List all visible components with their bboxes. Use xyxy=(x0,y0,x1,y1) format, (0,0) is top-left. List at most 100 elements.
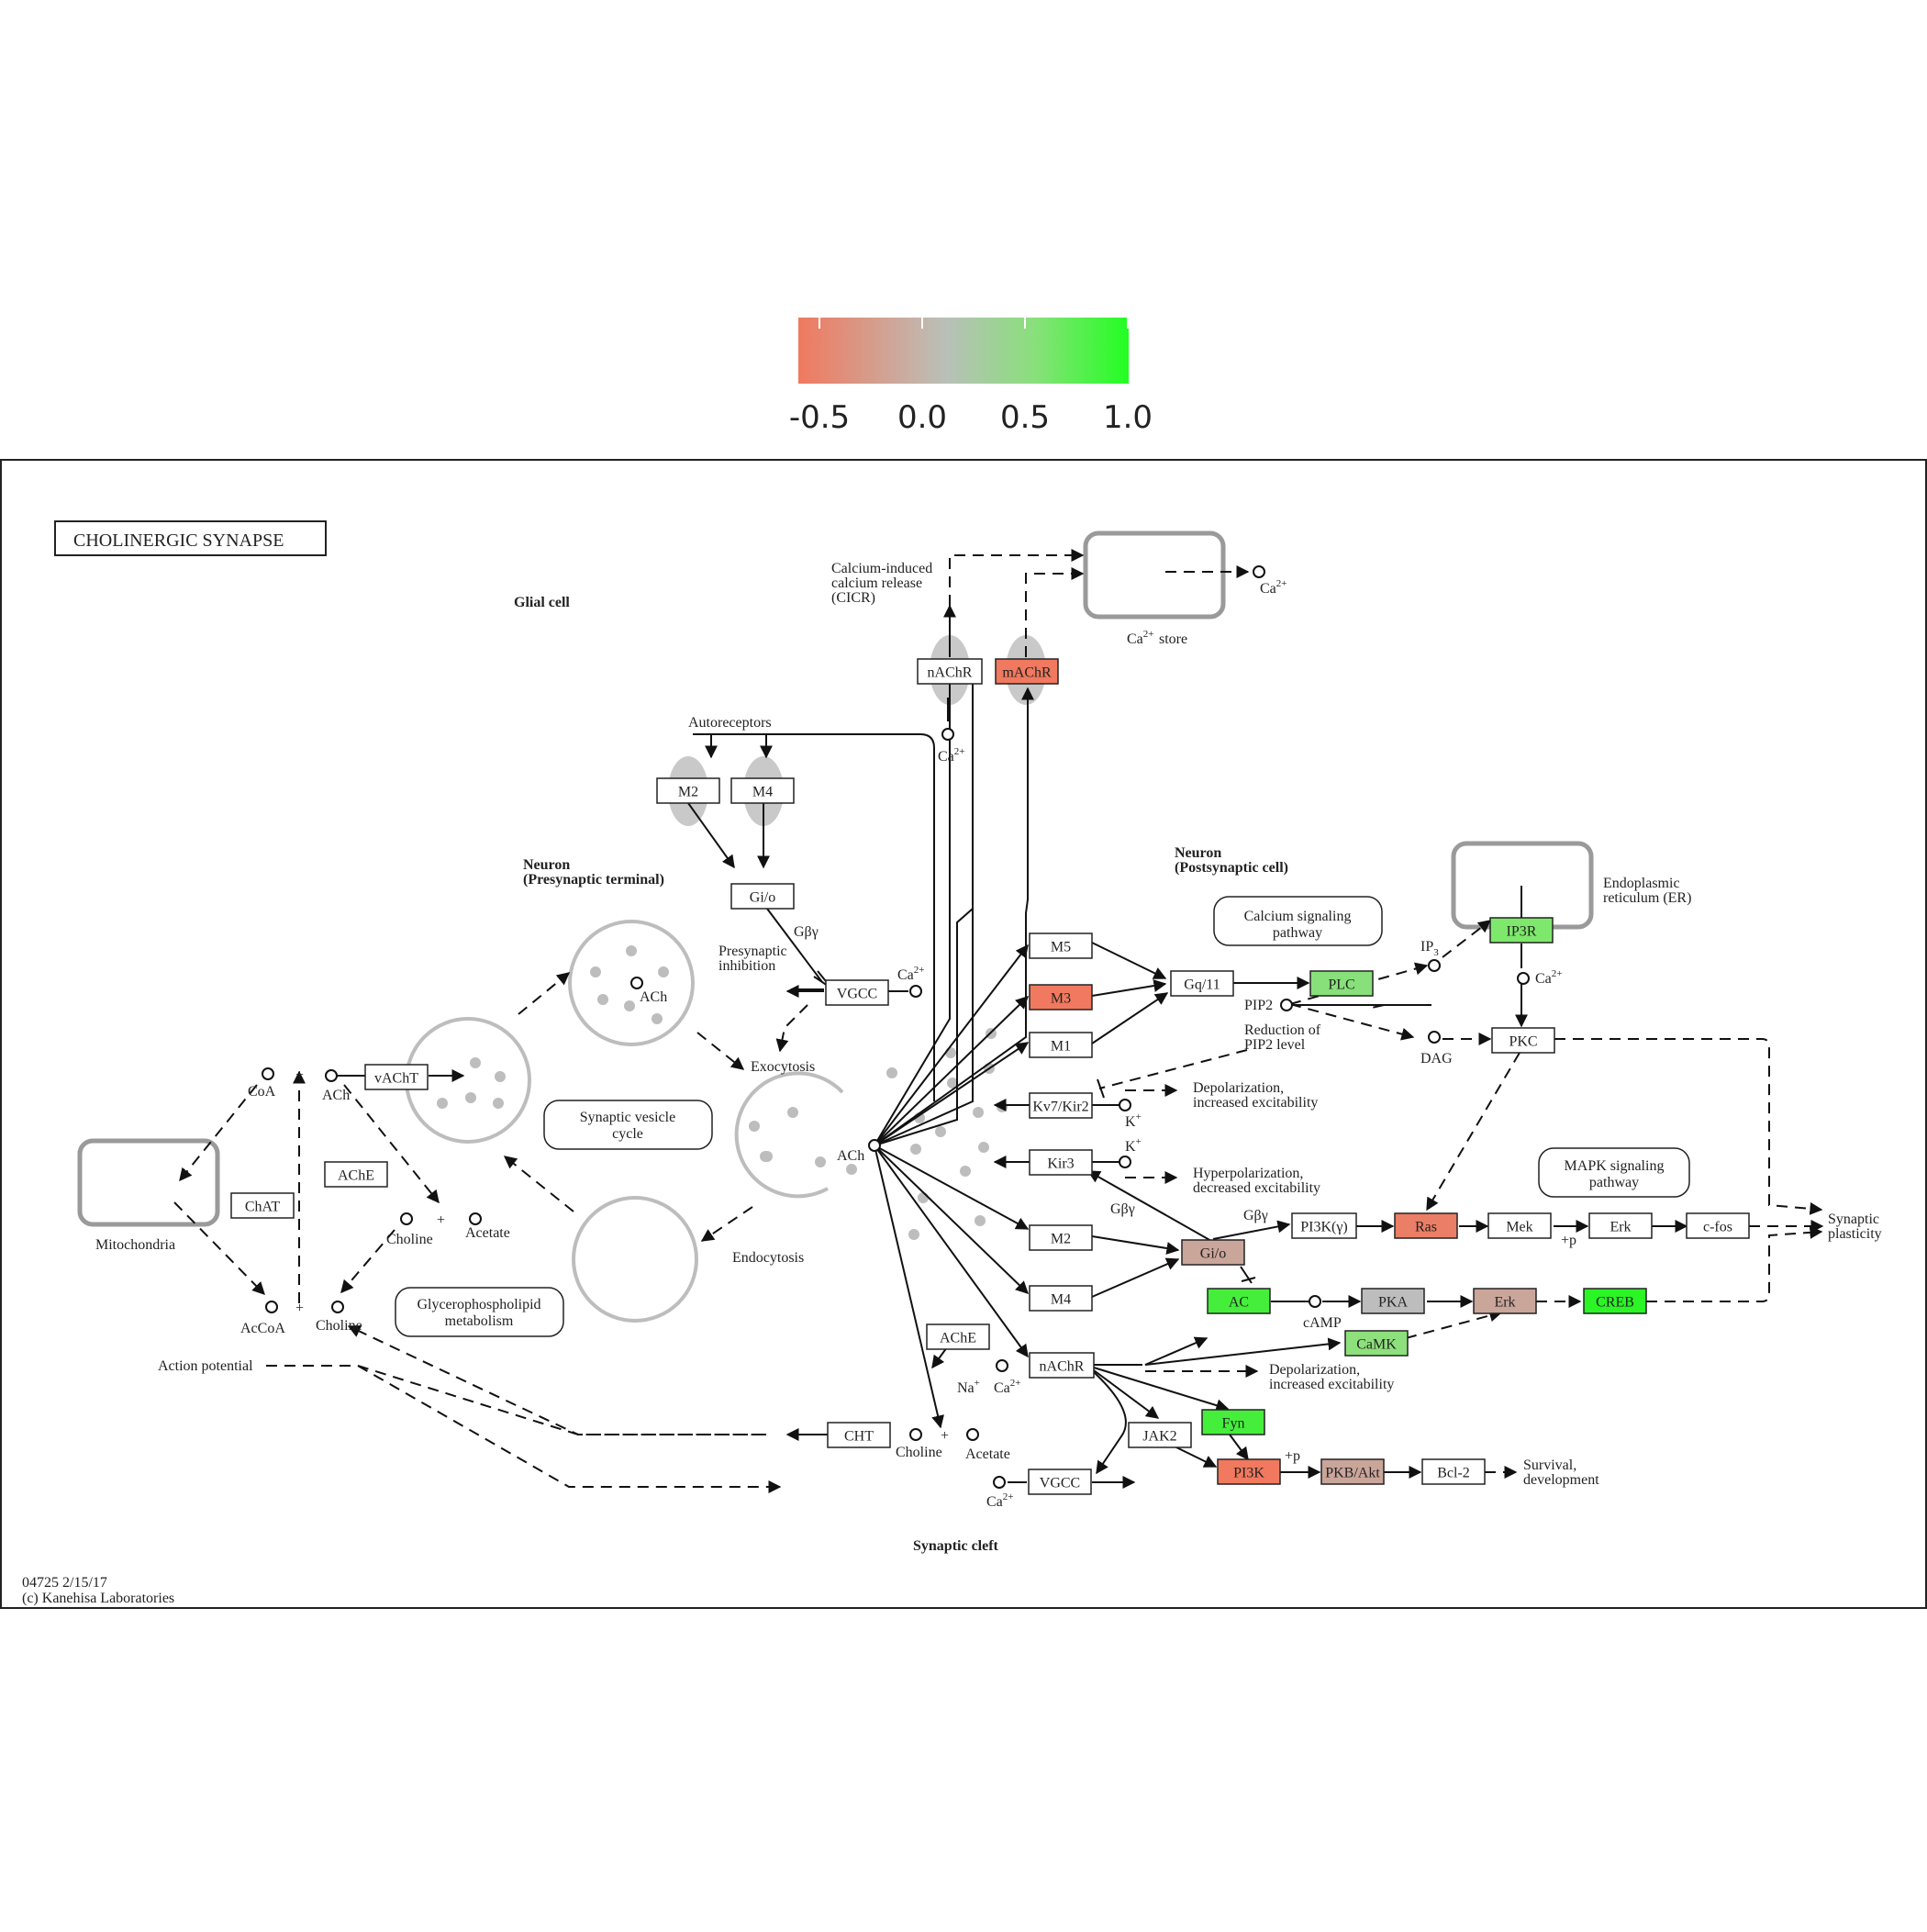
scale-tick-0: -0.5 xyxy=(789,399,850,436)
label-acetate-1: Acetate xyxy=(465,1225,510,1241)
node-box[interactable] xyxy=(1029,1352,1095,1379)
node-m4-auto[interactable]: M4 xyxy=(730,777,795,804)
node-ache-pre[interactable]: AChE xyxy=(324,1161,388,1188)
node-gio-post[interactable]: Gi/o xyxy=(1181,1239,1245,1266)
node-label: Kir3 xyxy=(1047,1156,1074,1172)
node-box[interactable] xyxy=(1029,932,1093,959)
region-cleft: Synaptic cleft xyxy=(913,1538,999,1554)
node-box[interactable] xyxy=(730,883,795,910)
node-m4-post[interactable]: M4 xyxy=(1029,1285,1093,1312)
node-m2-auto[interactable]: M2 xyxy=(656,777,720,804)
node-pka[interactable]: PKA xyxy=(1361,1288,1425,1314)
node-nachr-post[interactable]: nAChR xyxy=(1029,1352,1095,1379)
node-box[interactable] xyxy=(1686,1212,1750,1239)
node-ac[interactable]: AC xyxy=(1207,1288,1271,1314)
node-ache-post[interactable]: AChE xyxy=(926,1323,990,1350)
node-box[interactable] xyxy=(1207,1288,1271,1314)
node-creb[interactable]: CREB xyxy=(1583,1288,1647,1314)
node-vgcc-pre[interactable]: VGCC xyxy=(825,979,889,1006)
node-ras[interactable]: Ras xyxy=(1394,1212,1458,1239)
node-label: Mek xyxy=(1506,1220,1532,1235)
label-k-2: K+ xyxy=(1125,1136,1142,1155)
node-box[interactable] xyxy=(1201,1409,1265,1435)
label-dag: DAG xyxy=(1420,1051,1453,1067)
node-fyn[interactable]: Fyn xyxy=(1201,1409,1265,1435)
node-vacht[interactable]: vAChT xyxy=(364,1064,429,1090)
node-box[interactable] xyxy=(1029,1285,1093,1312)
label-ca-store: store xyxy=(1159,631,1187,647)
node-box[interactable] xyxy=(1320,1458,1385,1485)
node-ip3r[interactable]: IP3R xyxy=(1489,917,1554,944)
node-box[interactable] xyxy=(1128,1422,1192,1448)
node-box[interactable] xyxy=(1583,1288,1647,1314)
node-box[interactable] xyxy=(995,658,1059,685)
node-box[interactable] xyxy=(1309,970,1374,997)
node-box[interactable] xyxy=(827,1422,891,1448)
node-box[interactable] xyxy=(364,1064,429,1090)
node-vgcc-post[interactable]: VGCC xyxy=(1028,1469,1092,1495)
node-machr[interactable]: mAChR xyxy=(995,658,1059,685)
region-pre-2: (Presynaptic terminal) xyxy=(523,872,664,888)
node-box[interactable] xyxy=(1170,970,1234,997)
node-box[interactable] xyxy=(1491,1027,1555,1054)
node-box[interactable] xyxy=(1291,1212,1357,1239)
node-box[interactable] xyxy=(1028,1469,1092,1495)
node-m2-post[interactable]: M2 xyxy=(1029,1224,1093,1251)
node-box[interactable] xyxy=(917,658,983,685)
node-bcl2[interactable]: Bcl-2 xyxy=(1421,1458,1486,1485)
node-box[interactable] xyxy=(1487,1212,1552,1239)
node-box[interactable] xyxy=(1029,984,1093,1011)
node-box[interactable] xyxy=(1473,1288,1537,1314)
pathway-mapk[interactable] xyxy=(1538,1147,1690,1198)
node-box[interactable] xyxy=(1029,1224,1093,1251)
node-label: M4 xyxy=(1051,1292,1071,1308)
node-kv7[interactable]: Kv7/Kir2 xyxy=(1029,1092,1093,1119)
node-m1[interactable]: M1 xyxy=(1029,1032,1093,1058)
node-box[interactable] xyxy=(1421,1458,1486,1485)
scale-tick-1: 0.0 xyxy=(897,399,947,436)
node-cfos[interactable]: c-fos xyxy=(1686,1212,1750,1239)
node-kir3[interactable]: Kir3 xyxy=(1029,1149,1093,1176)
node-label: c-fos xyxy=(1703,1220,1732,1235)
node-box[interactable] xyxy=(1217,1458,1281,1485)
node-box[interactable] xyxy=(1029,1032,1093,1058)
node-m3[interactable]: M3 xyxy=(1029,984,1093,1011)
node-box[interactable] xyxy=(1489,917,1554,944)
node-jak2[interactable]: JAK2 xyxy=(1128,1422,1192,1448)
node-pi3kg[interactable]: PI3K(γ) xyxy=(1291,1212,1357,1239)
node-cht[interactable]: CHT xyxy=(827,1422,891,1448)
node-box[interactable] xyxy=(1029,1149,1093,1176)
node-erk2[interactable]: Erk xyxy=(1473,1288,1537,1314)
node-box[interactable] xyxy=(656,777,720,804)
pathway-glycerophospholipid[interactable] xyxy=(395,1287,564,1337)
label-choline-3: Choline xyxy=(896,1445,942,1460)
node-mek[interactable]: Mek xyxy=(1487,1212,1552,1239)
node-box[interactable] xyxy=(1588,1212,1653,1239)
node-box[interactable] xyxy=(730,777,795,804)
node-box[interactable] xyxy=(1394,1212,1458,1239)
node-box[interactable] xyxy=(1029,1092,1093,1119)
node-m5[interactable]: M5 xyxy=(1029,932,1093,959)
label-na: Na+ xyxy=(957,1378,980,1396)
node-camk[interactable]: CaMK xyxy=(1344,1330,1409,1357)
node-box[interactable] xyxy=(1344,1330,1409,1357)
node-box[interactable] xyxy=(1181,1239,1245,1266)
node-erk1[interactable]: Erk xyxy=(1588,1212,1653,1239)
node-box[interactable] xyxy=(324,1161,388,1188)
pathway-synaptic-vesicle[interactable] xyxy=(543,1100,713,1150)
node-chat[interactable]: ChAT xyxy=(230,1192,295,1219)
node-box[interactable] xyxy=(926,1323,990,1350)
node-plc[interactable]: PLC xyxy=(1309,970,1374,997)
node-gq11[interactable]: Gq/11 xyxy=(1170,970,1234,997)
node-pi3k[interactable]: PI3K xyxy=(1217,1458,1281,1485)
node-box[interactable] xyxy=(230,1192,295,1219)
node-box[interactable] xyxy=(1361,1288,1425,1314)
node-pkbakt[interactable]: PKB/Akt xyxy=(1320,1458,1385,1485)
node-box[interactable] xyxy=(825,979,889,1006)
node-gio-pre[interactable]: Gi/o xyxy=(730,883,795,910)
label-autoreceptors: Autoreceptors xyxy=(688,715,772,731)
node-nachr-top[interactable]: nAChR xyxy=(917,658,983,685)
node-pkc[interactable]: PKC xyxy=(1491,1027,1555,1054)
pathway-calcium[interactable] xyxy=(1213,896,1383,946)
